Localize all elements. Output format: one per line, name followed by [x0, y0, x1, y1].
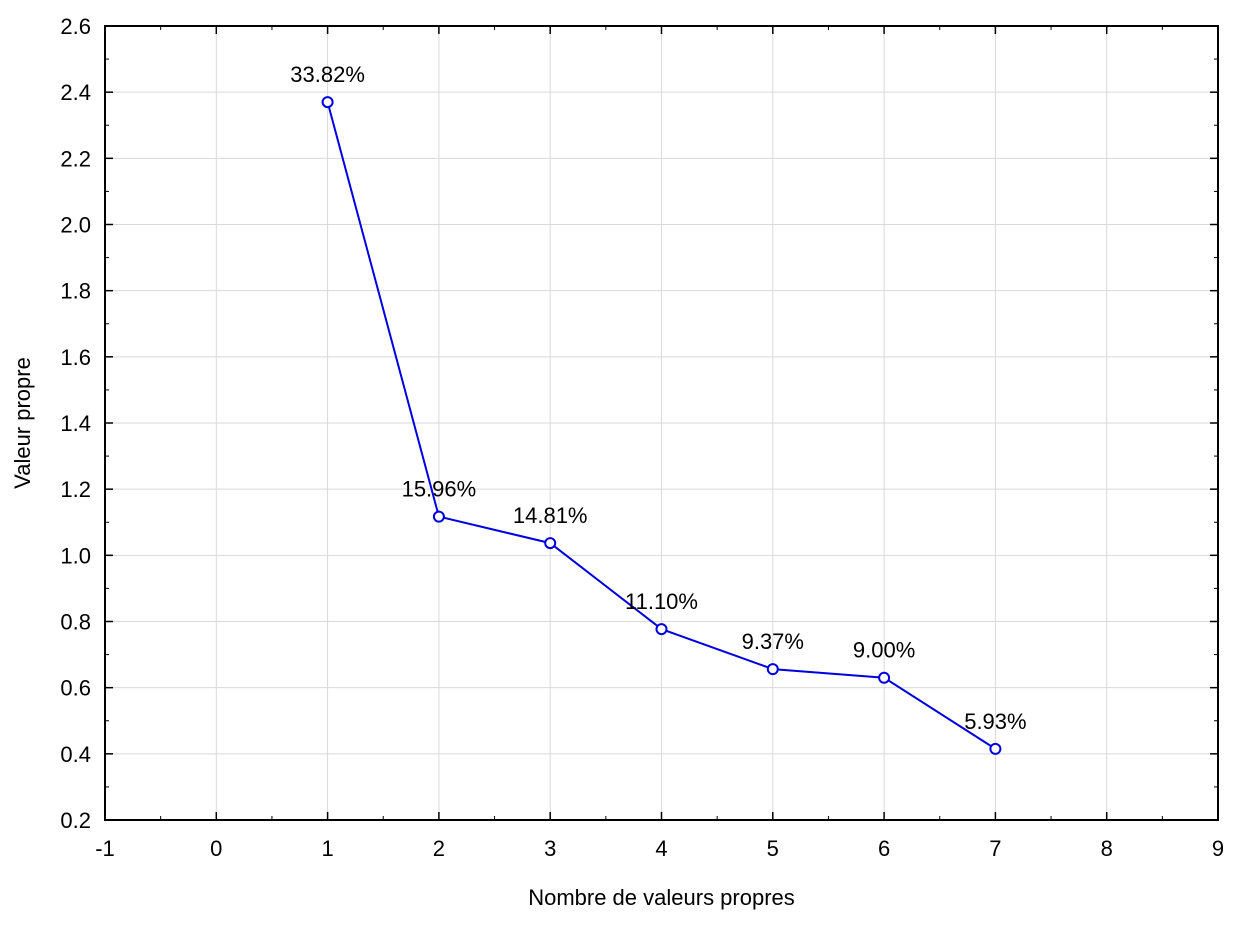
data-label: 9.00% — [853, 638, 915, 663]
series: 33.82% 15.96% 14.81% 11.10% 9.37% 9.00% 5.93% — [290, 62, 1027, 755]
x-tick-label: -1 — [95, 836, 115, 861]
data-point — [321, 96, 334, 109]
x-tick-label: 1 — [321, 836, 333, 861]
data-point — [766, 663, 779, 676]
axis-ticks — [104, 25, 1219, 821]
data-point — [655, 623, 668, 636]
y-tick-label: 1.6 — [60, 345, 91, 370]
x-tick-label: 4 — [655, 836, 667, 861]
y-tick-label: 0.2 — [60, 808, 91, 833]
data-label: 14.81% — [513, 503, 588, 528]
y-tick-label: 0.8 — [60, 610, 91, 635]
x-tick-label: 5 — [767, 836, 779, 861]
x-tick-label: 2 — [433, 836, 445, 861]
y-axis-title: Valeur propre — [10, 357, 35, 489]
data-label: 11.10% — [625, 589, 698, 614]
x-tick-label: 7 — [989, 836, 1001, 861]
x-tick-label: 6 — [878, 836, 890, 861]
y-tick-label: 1.0 — [60, 543, 91, 568]
x-axis-title: Nombre de valeurs propres — [528, 885, 795, 910]
data-point — [989, 742, 1002, 755]
y-tick-label: 2.0 — [60, 213, 91, 238]
y-tick-label: 1.8 — [60, 279, 91, 304]
x-tick-label: 9 — [1212, 836, 1224, 861]
y-tick-label: 2.4 — [60, 80, 91, 105]
y-tick-label: 1.4 — [60, 411, 91, 436]
grid — [105, 26, 1218, 820]
x-tick-label: 8 — [1101, 836, 1113, 861]
data-point — [878, 671, 891, 684]
y-tick-label: 2.2 — [60, 146, 91, 171]
x-tick-label: 3 — [544, 836, 556, 861]
y-tick-label: 0.4 — [60, 742, 91, 767]
x-tick-label: 0 — [210, 836, 222, 861]
data-label: 33.82% — [290, 62, 365, 87]
x-tick-labels: -1 0 1 2 3 4 5 6 7 8 9 — [95, 836, 1224, 861]
data-point — [544, 537, 557, 550]
data-label: 9.37% — [742, 629, 804, 654]
data-point — [432, 510, 445, 523]
y-tick-label: 0.6 — [60, 676, 91, 701]
y-tick-labels: 0.2 0.4 0.6 0.8 1.0 1.2 1.4 1.6 1.8 2.0 2.2 2.4 2.6 — [60, 14, 91, 833]
y-tick-label: 1.2 — [60, 477, 91, 502]
data-label: 5.93% — [964, 709, 1026, 734]
y-tick-label: 2.6 — [60, 14, 91, 39]
data-label: 15.96% — [402, 477, 477, 502]
